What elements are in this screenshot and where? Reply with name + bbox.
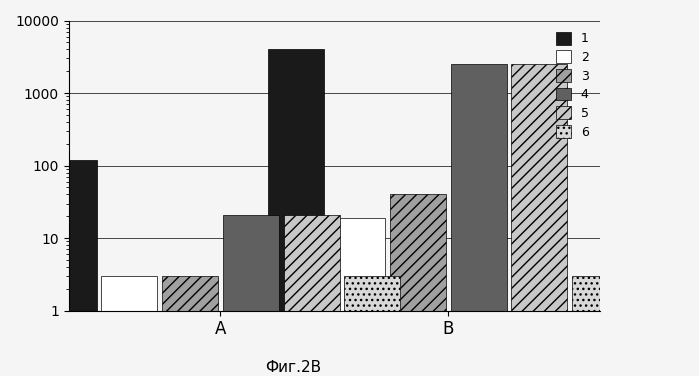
Bar: [329, 218, 385, 311]
Bar: [162, 276, 218, 311]
Bar: [223, 215, 279, 311]
Bar: [41, 159, 96, 311]
Bar: [284, 215, 340, 311]
Text: Фиг.2В: Фиг.2В: [266, 360, 322, 375]
Bar: [512, 64, 568, 311]
Legend: 1, 2, 3, 4, 5, 6: 1, 2, 3, 4, 5, 6: [551, 27, 594, 144]
Bar: [572, 276, 628, 311]
Bar: [451, 64, 507, 311]
Bar: [101, 276, 157, 311]
Bar: [345, 276, 401, 311]
Bar: [268, 49, 324, 311]
Bar: [390, 194, 446, 311]
